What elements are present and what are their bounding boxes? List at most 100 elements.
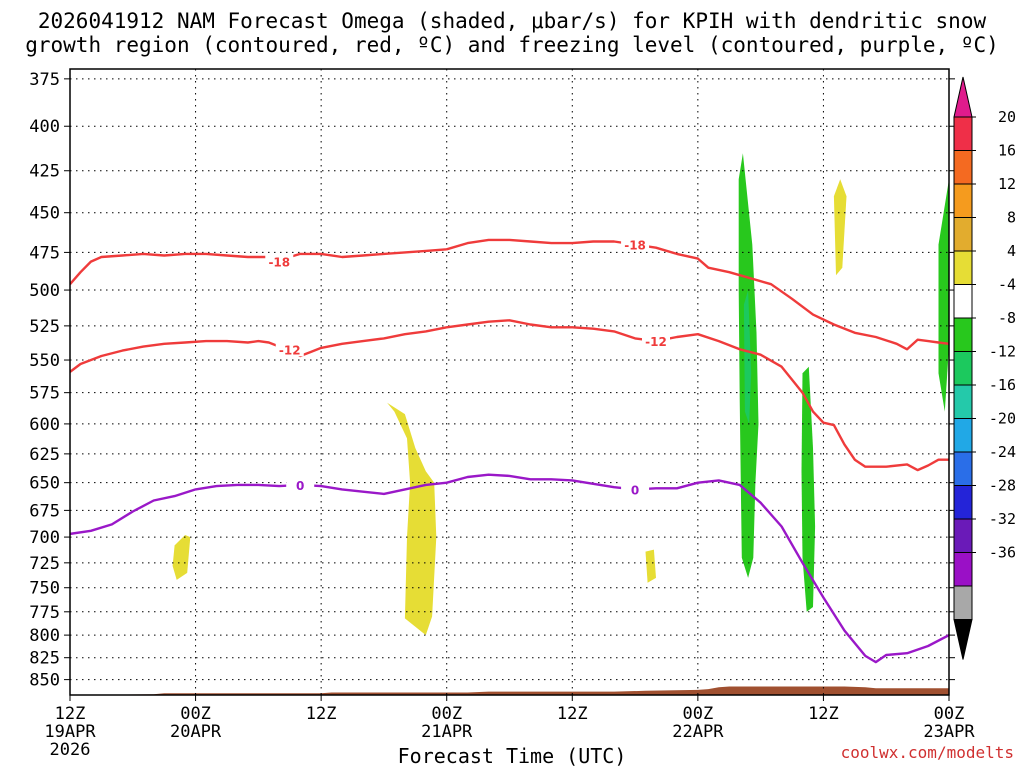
omega-region-0 bbox=[387, 402, 437, 636]
contour-label-bg bbox=[275, 341, 304, 357]
ytick-label-800: 800 bbox=[29, 626, 60, 646]
colorbar-segment-13 bbox=[953, 552, 973, 587]
colorbar-segment-0 bbox=[953, 116, 973, 151]
colorbar-segment-9 bbox=[953, 418, 973, 453]
contour-label: -12 bbox=[645, 335, 667, 349]
omega-region-20 bbox=[938, 179, 949, 412]
contour-label: -18 bbox=[624, 239, 646, 253]
omega-region-16 bbox=[921, 69, 949, 607]
omega-region-11 bbox=[858, 69, 881, 245]
omega-region-5 bbox=[298, 582, 307, 595]
omega-region-4 bbox=[214, 557, 235, 655]
ytick-label-775: 775 bbox=[29, 603, 60, 623]
xtick-label: 12Z bbox=[557, 704, 588, 724]
colorbar-segment-3 bbox=[953, 217, 973, 252]
colorbar-label: 8 bbox=[1007, 209, 1016, 227]
contour-label-bg bbox=[286, 476, 315, 492]
omega-region-1 bbox=[172, 535, 191, 580]
colorbar-segment-1 bbox=[953, 150, 973, 185]
omega-region-10 bbox=[813, 370, 822, 436]
colorbar-label: -36 bbox=[989, 544, 1016, 562]
colorbar-label: 4 bbox=[1007, 242, 1016, 260]
ytick-label-375: 375 bbox=[29, 70, 60, 90]
colorbar-label: -20 bbox=[989, 410, 1016, 428]
ytick-label-600: 600 bbox=[29, 415, 60, 435]
omega-region-9 bbox=[701, 179, 711, 291]
xtick-label: 00Z bbox=[180, 704, 211, 724]
ytick-label-850: 850 bbox=[29, 671, 60, 691]
omega-region-13 bbox=[859, 297, 874, 460]
colorbar-label: -16 bbox=[989, 376, 1016, 394]
colorbar-segment-12 bbox=[953, 518, 973, 553]
ytick-label-475: 475 bbox=[29, 243, 60, 263]
colorbar-label: -24 bbox=[989, 443, 1016, 461]
ytick-label-450: 450 bbox=[29, 204, 60, 224]
ytick-label-400: 400 bbox=[29, 117, 60, 137]
colorbar-label: -12 bbox=[989, 343, 1016, 361]
contour-label: 0 bbox=[296, 479, 304, 493]
omega-region-14 bbox=[894, 346, 905, 454]
colorbar-segment-4 bbox=[953, 250, 973, 285]
xtick-year-label: 2026 bbox=[50, 740, 91, 760]
contour-label-bg bbox=[265, 253, 294, 269]
colorbar-bottom-arrow bbox=[953, 619, 973, 660]
xtick-label: 12Z bbox=[306, 704, 337, 724]
contour-line-0 bbox=[70, 473, 949, 664]
colorbar-segment-2 bbox=[953, 183, 973, 218]
omega-region-3 bbox=[833, 179, 847, 276]
credit-text: coolwx.com/modelts bbox=[840, 743, 1014, 762]
omega-region-15 bbox=[839, 493, 849, 568]
colorbar-segment-5 bbox=[953, 284, 973, 319]
xtick-label: 12Z bbox=[808, 704, 839, 724]
colorbar-label: 12 bbox=[998, 175, 1016, 193]
xtick-date-label: 22APR bbox=[672, 722, 724, 742]
colorbar-top-arrow bbox=[953, 76, 973, 118]
colorbar-label: -8 bbox=[998, 309, 1016, 327]
xtick-label: 00Z bbox=[682, 704, 713, 724]
contour-line-m12 bbox=[70, 319, 949, 472]
ytick-label-700: 700 bbox=[29, 528, 60, 548]
colorbar-label: -32 bbox=[989, 510, 1016, 528]
ytick-label-525: 525 bbox=[29, 317, 60, 337]
xtick-label: 00Z bbox=[934, 704, 965, 724]
omega-region-12 bbox=[886, 69, 897, 205]
contour-label-bg bbox=[642, 333, 670, 349]
xtick-label: 12Z bbox=[55, 704, 86, 724]
contour-line-m18 bbox=[70, 238, 949, 351]
ytick-label-625: 625 bbox=[29, 445, 60, 465]
ytick-label-725: 725 bbox=[29, 554, 60, 574]
ytick-label-425: 425 bbox=[29, 162, 60, 182]
pressure-axis: 375 400 425 450 475 500 525 550 575 600 625 650 675 7… bbox=[29, 70, 955, 691]
terrain-fill bbox=[70, 686, 949, 695]
omega-region-21 bbox=[743, 290, 752, 424]
ytick-label-675: 675 bbox=[29, 501, 60, 521]
omega-region-6 bbox=[509, 490, 598, 682]
x-axis-title: Forecast Time (UTC) bbox=[397, 744, 627, 768]
ytick-label-575: 575 bbox=[29, 384, 60, 404]
contour-label: 0 bbox=[631, 483, 639, 497]
colorbar-segment-7 bbox=[953, 351, 973, 386]
colorbar-label: -4 bbox=[998, 276, 1016, 294]
colorbar-segment-14 bbox=[953, 585, 973, 620]
ytick-label-750: 750 bbox=[29, 579, 60, 599]
colorbar-segment-6 bbox=[953, 317, 973, 352]
temperature-contours: -18 -18 -12 -12 0 0 bbox=[70, 236, 949, 664]
xtick-date-label: 20APR bbox=[170, 722, 222, 742]
colorbar-segment-8 bbox=[953, 384, 973, 419]
contour-label-bg bbox=[621, 481, 650, 497]
xtick-date-label: 23APR bbox=[923, 722, 975, 742]
ytick-label-650: 650 bbox=[29, 474, 60, 494]
omega-region-2 bbox=[645, 549, 656, 583]
ytick-label-500: 500 bbox=[29, 281, 60, 301]
colorbar-segment-11 bbox=[953, 485, 973, 520]
colorbar-label: 20 bbox=[998, 108, 1016, 126]
grid-lines bbox=[69, 69, 950, 695]
contour-label-bg bbox=[621, 236, 650, 252]
omega-shading bbox=[172, 69, 949, 682]
contour-label: -12 bbox=[279, 343, 301, 357]
terrain-area bbox=[70, 686, 949, 695]
xtick-date-label: 21APR bbox=[421, 722, 473, 742]
xtick-label: 00Z bbox=[431, 704, 462, 724]
